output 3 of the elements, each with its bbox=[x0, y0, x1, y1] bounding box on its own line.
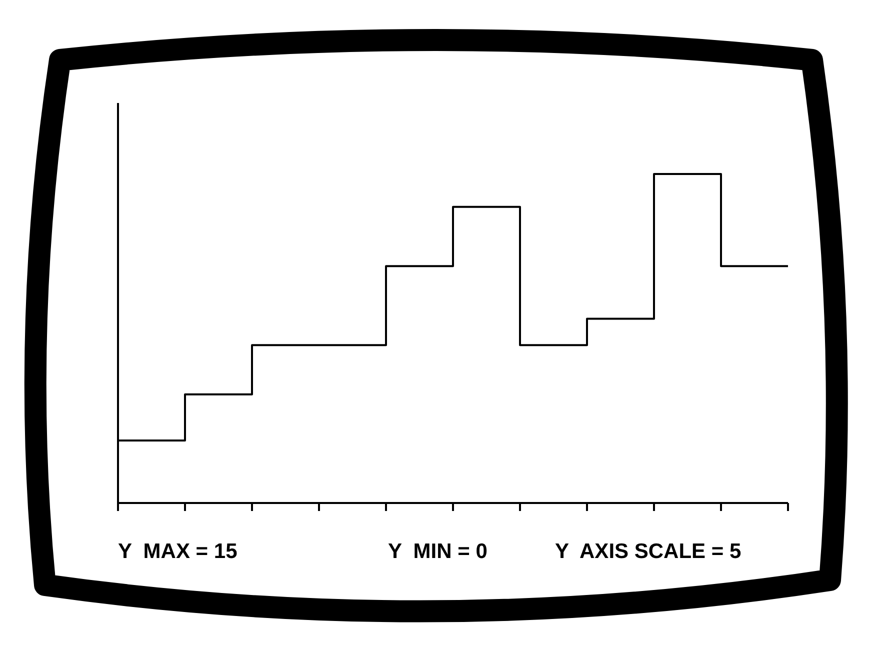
text: Y AXIS SCALE = 5 bbox=[555, 540, 742, 564]
text: Y MIN = 0 bbox=[388, 540, 488, 564]
text: Y MAX = 15 bbox=[118, 540, 238, 564]
